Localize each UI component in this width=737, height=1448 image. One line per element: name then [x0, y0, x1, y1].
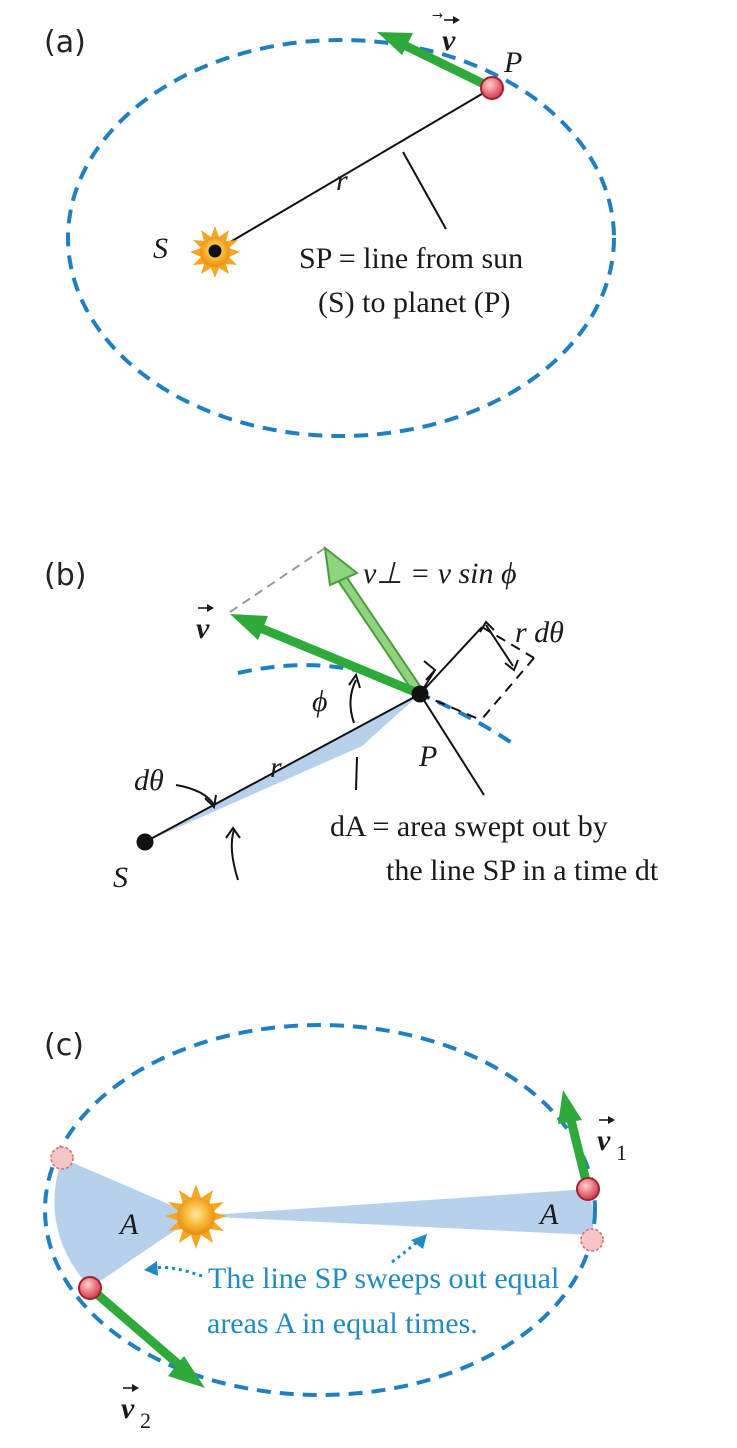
svg-text:v: v	[597, 1124, 611, 1157]
velocity-arrow-a	[377, 32, 490, 91]
svg-text:v: v	[196, 612, 210, 645]
sun-planet-line-a	[214, 87, 493, 252]
vperp-arrow	[323, 545, 425, 698]
svg-text:v: v	[442, 24, 456, 57]
panel-c: (c)	[43, 1023, 627, 1433]
vperp-guide-line	[229, 547, 326, 613]
velocity-label-b: v	[196, 604, 214, 645]
velocity-arrow-b	[230, 614, 422, 699]
area-label-right: A	[538, 1198, 559, 1231]
sun-label-b: S	[113, 861, 128, 894]
velocity-arrow-v1	[558, 1090, 593, 1191]
area-label-left: A	[118, 1208, 139, 1241]
svg-text:⃗: ⃗	[432, 13, 443, 18]
caption-pointer-a	[402, 151, 447, 230]
phi-angle-arc	[348, 672, 361, 724]
vperp-label: v⊥ = v sin ϕ	[363, 557, 517, 590]
planet-c-left	[78, 1276, 102, 1300]
velocity-label-a: v ⃗	[432, 13, 460, 57]
rdtheta-box	[419, 620, 535, 721]
caption-pointer-b	[419, 693, 485, 796]
panel-a: (a) v ⃗ P S r SP = line from sun (S) to …	[44, 13, 616, 438]
caption-a-line2: (S) to planet (P)	[318, 286, 510, 319]
orbit-arc-b	[237, 663, 517, 747]
v2-label: v 2	[121, 1384, 151, 1433]
panel-b-label: (b)	[44, 558, 86, 593]
caption-pointer-right	[391, 1234, 427, 1264]
caption-c-line2: areas A in equal times.	[207, 1307, 478, 1340]
caption-c-line1: The line SP sweeps out equal	[208, 1262, 559, 1295]
caption-b-line1: dA = area swept out by	[330, 810, 608, 843]
svg-text:1: 1	[616, 1140, 627, 1165]
planet-c-right	[576, 1177, 600, 1201]
dtheta-angle-arcs	[175, 784, 241, 881]
orbit-a	[66, 38, 616, 438]
planet-ghost-left	[50, 1146, 74, 1170]
sun-planet-line-b	[144, 693, 421, 843]
planet-label-a: P	[503, 46, 522, 79]
caption-b-line2: the line SP in a time dt	[386, 854, 659, 887]
caption-a-line1: SP = line from sun	[299, 242, 523, 275]
svg-text:2: 2	[140, 1408, 151, 1433]
dtheta-label: dθ	[134, 764, 164, 797]
v1-label: v 1	[597, 1116, 627, 1165]
panel-c-label: (c)	[44, 1028, 84, 1063]
planet-label-b: P	[418, 740, 437, 773]
velocity-arrow-v2	[87, 1284, 205, 1388]
planet-a	[480, 76, 504, 100]
swept-area-right	[196, 1189, 594, 1235]
area-pointer-b	[355, 756, 358, 791]
planet-dot-b	[411, 685, 429, 703]
sun-label-a: S	[153, 232, 168, 265]
sun-icon-a	[190, 226, 240, 278]
rdtheta-label: r dθ	[515, 616, 564, 649]
radius-label-a: r	[336, 164, 348, 197]
phi-label: ϕ	[312, 685, 328, 718]
orbit-c	[43, 1023, 597, 1397]
sun-dot-b	[136, 833, 154, 851]
sun-icon-c	[165, 1184, 227, 1249]
panel-a-label: (a)	[44, 25, 86, 60]
panel-b: (b)	[44, 545, 659, 894]
svg-text:v: v	[121, 1392, 135, 1425]
caption-pointer-left	[144, 1261, 203, 1278]
swept-area-left	[54, 1158, 196, 1288]
radius-label-b: r	[270, 751, 282, 784]
planet-ghost-right	[580, 1228, 604, 1252]
